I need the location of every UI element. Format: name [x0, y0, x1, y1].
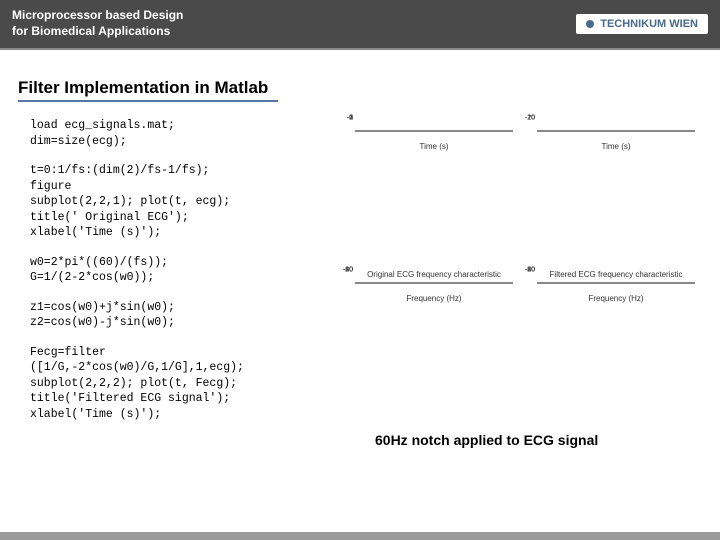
code-line: xlabel('Time (s)'); [30, 407, 325, 423]
chart-grid: 0123 Time (s) -3-2-10123 0123 Time (s) -… [335, 118, 695, 418]
chart-bot-left: Original ECG frequency characteristic 05… [335, 270, 513, 418]
page-title: Filter Implementation in Matlab [0, 50, 720, 98]
xlabel: Time (s) [355, 142, 513, 151]
chart-title [537, 118, 695, 130]
chart-top-left: 0123 Time (s) -3-2-10123 [335, 118, 513, 266]
code-column: load ecg_signals.mat;dim=size(ecg); t=0:… [30, 118, 325, 448]
plot-area: 0123 [355, 130, 513, 132]
logo-text: TECHNIKUM WIEN [600, 18, 698, 30]
charts-column: 0123 Time (s) -3-2-10123 0123 Time (s) -… [335, 118, 702, 448]
code-line: figure [30, 179, 325, 195]
plot-area: 050100 [537, 282, 695, 284]
code-block-4: z1=cos(w0)+j*sin(w0);z2=cos(w0)-j*sin(w0… [30, 300, 325, 331]
caption: 60Hz notch applied to ECG signal [375, 432, 702, 448]
chart-title: Filtered ECG frequency characteristic [537, 270, 695, 282]
code-line: G=1/(2-2*cos(w0)); [30, 270, 325, 286]
header-line1: Microprocessor based Design [12, 8, 183, 24]
code-line: Fecg=filter [30, 345, 325, 361]
code-block-3: w0=2*pi*((60)/(fs));G=1/(2-2*cos(w0)); [30, 255, 325, 286]
content-row: load ecg_signals.mat;dim=size(ecg); t=0:… [0, 102, 720, 448]
code-block-1: load ecg_signals.mat;dim=size(ecg); [30, 118, 325, 149]
code-line: dim=size(ecg); [30, 134, 325, 150]
code-line: subplot(2,2,1); plot(t, ecg); [30, 194, 325, 210]
code-line: xlabel('Time (s)'); [30, 225, 325, 241]
code-line: title('Filtered ECG signal'); [30, 391, 325, 407]
code-line: title(' Original ECG'); [30, 210, 325, 226]
header-line2: for Biomedical Applications [12, 24, 183, 40]
code-block-5: Fecg=filter([1/G,-2*cos(w0)/G,1/G],1,ecg… [30, 345, 325, 423]
xlabel: Frequency (Hz) [537, 294, 695, 303]
xlabel: Frequency (Hz) [355, 294, 513, 303]
footer-bar [0, 532, 720, 540]
chart-title: Original ECG frequency characteristic [355, 270, 513, 282]
plot-area: 0123 [537, 130, 695, 132]
code-line: load ecg_signals.mat; [30, 118, 325, 134]
logo: TECHNIKUM WIEN [576, 14, 708, 34]
code-line: w0=2*pi*((60)/(fs)); [30, 255, 325, 271]
plot-area: 050100 [355, 282, 513, 284]
header-title: Microprocessor based Design for Biomedic… [12, 8, 183, 39]
chart-bot-right: Filtered ECG frequency characteristic 05… [517, 270, 695, 418]
logo-dot-icon [586, 20, 594, 28]
chart-title [355, 118, 513, 130]
chart-top-right: 0123 Time (s) -20-1001020 [517, 118, 695, 266]
code-block-2: t=0:1/fs:(dim(2)/fs-1/fs);figuresubplot(… [30, 163, 325, 241]
code-line: z2=cos(w0)-j*sin(w0); [30, 315, 325, 331]
code-line: subplot(2,2,2); plot(t, Fecg); [30, 376, 325, 392]
code-line: ([1/G,-2*cos(w0)/G,1/G],1,ecg); [30, 360, 325, 376]
code-line: t=0:1/fs:(dim(2)/fs-1/fs); [30, 163, 325, 179]
xlabel: Time (s) [537, 142, 695, 151]
slide-header: Microprocessor based Design for Biomedic… [0, 0, 720, 50]
code-line: z1=cos(w0)+j*sin(w0); [30, 300, 325, 316]
